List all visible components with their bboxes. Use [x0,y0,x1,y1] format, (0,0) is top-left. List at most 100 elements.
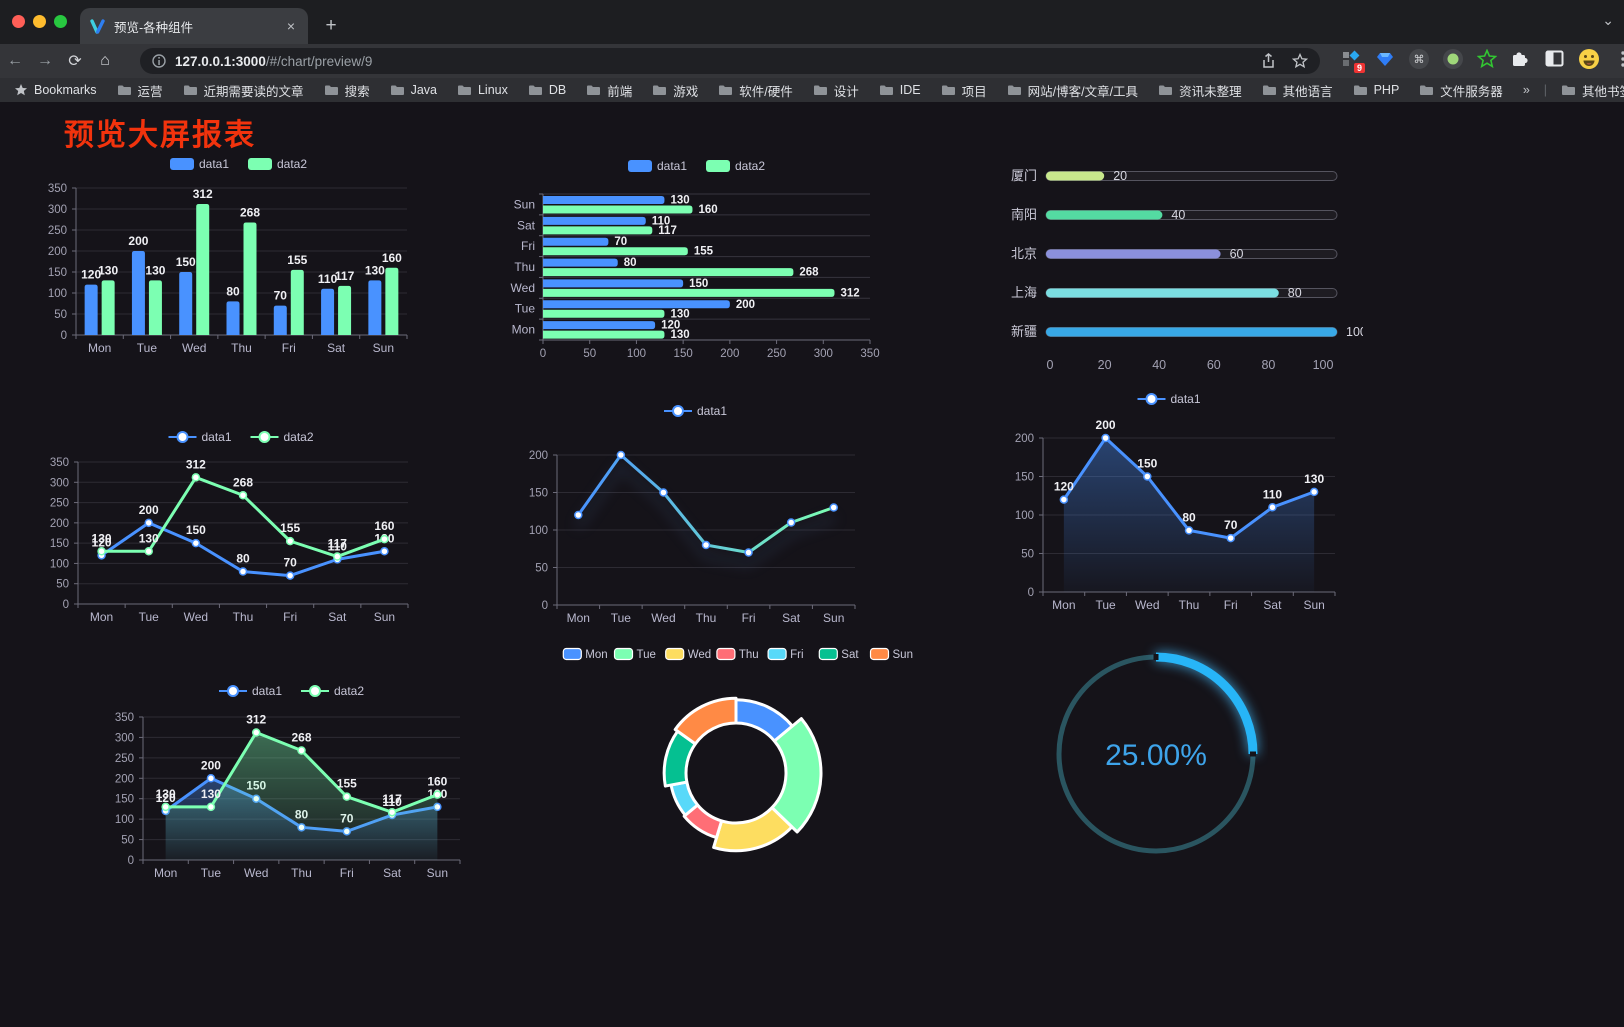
other-bookmarks-folder[interactable]: 其他书签 [1561,81,1624,100]
chart-canvas-gauge: 25.00% [1056,652,1258,854]
svg-text:Sun: Sun [373,341,394,355]
svg-text:250: 250 [767,348,786,360]
forward-button[interactable]: → [37,52,53,69]
folder-icon [587,85,601,95]
bookmark-folder[interactable]: 游戏 [652,81,698,100]
svg-text:100: 100 [529,525,548,537]
emoji-extension-icon[interactable] [1576,46,1601,71]
chart-two-series-line[interactable]: 0 50 100 150 200 250 300 350 Mon Tue Wed Thu Fri Sat S… [45,425,440,637]
command-extension-icon[interactable]: ⌘ [1406,46,1431,71]
bookmark-folder[interactable]: 搜索 [324,81,370,100]
bookmark-folder[interactable]: IDE [879,81,921,100]
bookmark-folder[interactable]: 网站/博客/文章/工具 [1007,81,1138,100]
bookmark-folder[interactable]: 设计 [813,81,859,100]
info-icon[interactable] [152,54,166,68]
chart-two-series-area-line[interactable]: 0 50 100 150 200 250 300 350 Mon Tue Wed Thu Fri Sat S… [103,678,483,892]
bookmark-folder[interactable]: 资讯未整理 [1158,81,1242,100]
extensions-puzzle-icon[interactable] [1508,46,1533,71]
window-maximize-button[interactable] [54,15,67,28]
svg-text:Mon: Mon [585,649,607,661]
bookmarks-manager[interactable]: Bookmarks [14,83,97,97]
svg-text:0: 0 [61,330,67,342]
svg-text:130: 130 [92,531,112,545]
chart-city-progress-bars[interactable]: 厦门 20 南阳 40 北京 60 上海 80 新疆 100 0 20 40 60 80 100 [993,155,1367,390]
svg-text:Wed: Wed [244,866,268,880]
window-close-button[interactable] [12,15,25,28]
address-bar[interactable]: 127.0.0.1:3000/#/chart/preview/9 [140,48,1320,74]
svg-text:110: 110 [328,539,348,553]
svg-text:200: 200 [48,246,67,258]
gem-extension-icon[interactable] [1372,46,1397,71]
svg-text:130: 130 [145,263,165,277]
new-tab-button[interactable]: + [325,15,337,36]
bookmark-folder[interactable]: 项目 [941,81,987,100]
recorder-extension-icon[interactable] [1440,46,1465,71]
browser-menu-icon[interactable] [1610,46,1624,71]
bookmark-folder[interactable]: 前端 [586,81,632,100]
svg-text:150: 150 [50,538,69,550]
svg-text:250: 250 [48,225,67,237]
browser-tab[interactable]: 预览-各种组件 × [80,8,308,44]
chart-grouped-bar[interactable]: 0 50 100 150 200 250 300 350 Mon Tue Wed Thu Fri Sat S… [40,148,440,362]
svg-text:155: 155 [280,521,300,535]
home-button[interactable]: ⌂ [100,52,110,69]
window-minimize-button[interactable] [33,15,46,28]
svg-text:300: 300 [814,348,833,360]
svg-text:200: 200 [736,299,755,311]
bookmark-folder[interactable]: 其他语言 [1262,81,1333,100]
svg-text:Fri: Fri [1224,598,1238,612]
svg-text:350: 350 [115,712,134,724]
svg-text:60: 60 [1230,247,1244,261]
bookmark-folder[interactable]: 软件/硬件 [718,81,793,100]
svg-text:70: 70 [283,556,297,570]
svg-text:Sat: Sat [328,610,347,624]
svg-text:100: 100 [50,558,69,570]
svg-text:120: 120 [156,791,176,805]
chart-area-line[interactable]: 0 50 100 150 200 Mon Tue Wed Thu Fri Sat Sun 120 200 1… [983,390,1358,614]
svg-text:Sat: Sat [1263,598,1282,612]
svg-text:北京: 北京 [1011,246,1037,261]
svg-text:Mon: Mon [154,866,177,880]
tab-close-icon[interactable]: × [286,18,295,34]
bookmark-folder[interactable]: PHP [1353,81,1399,100]
bookmark-folder[interactable]: Linux [457,81,508,100]
bookmark-folder[interactable]: DB [528,81,566,100]
bookmark-folder[interactable]: 近期需要读的文章 [183,81,304,100]
svg-text:Sat: Sat [841,649,859,661]
tab-search-chevron-icon[interactable]: ⌄ [1602,12,1614,28]
svg-text:200: 200 [128,234,148,248]
bookmark-folder[interactable]: 运营 [117,81,163,100]
url-host: 127.0.0.1:3000 [175,53,266,69]
svg-text:Mon: Mon [88,341,111,355]
bookmark-star-icon[interactable] [1292,53,1308,69]
svg-text:300: 300 [115,732,134,744]
svg-text:Fri: Fri [282,341,296,355]
svg-text:Sun: Sun [1303,598,1324,612]
back-button[interactable]: ← [7,52,23,69]
bookmark-folder[interactable]: 文件服务器 [1419,81,1503,100]
proxy-extension-icon[interactable]: 9 [1338,46,1365,73]
side-panel-extension-icon[interactable] [1542,46,1567,71]
chart-rose-donut[interactable]: Mon Tue Wed Thu Fri Sat Sun [553,640,921,896]
bookmarks-overflow-chevron[interactable]: » [1522,83,1530,97]
svg-text:300: 300 [48,204,67,216]
chart-horizontal-bar[interactable]: 0 50 100 150 200 250 300 350 Sun 130 160 Sat 110 117 F… [503,150,893,366]
svg-text:Thu: Thu [1179,598,1200,612]
share-icon[interactable] [1261,53,1276,69]
chart-gradient-line[interactable]: 0 50 100 150 200 Mon Tue Wed Thu Fri Sat Sun data1 [503,398,891,626]
svg-text:data1: data1 [1171,392,1201,406]
svg-text:110: 110 [1263,487,1283,501]
page-content: 预览大屏报表 0 50 100 150 200 250 300 350 Mon Tue Wed Thu… [0,102,1624,1027]
svg-text:50: 50 [535,563,548,575]
bookmark-folder[interactable]: Java [390,81,437,100]
svg-text:312: 312 [186,457,206,471]
svg-text:Tue: Tue [137,341,158,355]
star-extension-icon[interactable] [1474,46,1499,71]
reload-button[interactable]: ⟳ [68,53,82,70]
svg-text:70: 70 [1224,518,1238,532]
chart-gauge-percent[interactable]: 25.00% [1048,642,1268,866]
svg-text:200: 200 [50,518,69,530]
svg-text:350: 350 [860,348,879,360]
svg-text:data1: data1 [697,404,727,418]
